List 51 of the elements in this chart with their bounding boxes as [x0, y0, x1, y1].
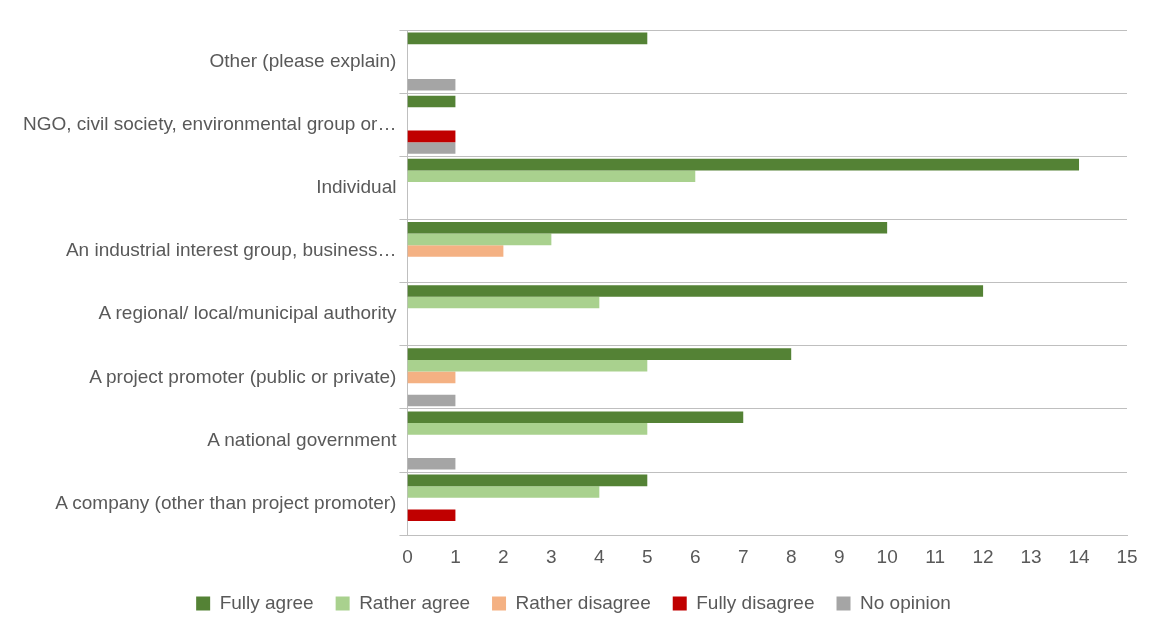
x-tick-label: 14 — [1068, 545, 1091, 567]
x-tick-label: 7 — [737, 545, 749, 567]
x-tick-label: 8 — [785, 545, 797, 567]
x-tick-label: 4 — [594, 545, 606, 567]
y-tick-label: A company (other than project promoter) — [55, 491, 397, 513]
legend-label: Fully disagree — [696, 591, 815, 613]
x-tick-label: 6 — [689, 545, 701, 567]
x-tick-label: 15 — [1116, 545, 1138, 567]
y-tick-label: A national government — [207, 428, 398, 450]
bar — [407, 79, 456, 91]
y-tick-label: A project promoter (public or private) — [89, 365, 397, 387]
x-tick-label: 10 — [876, 545, 898, 567]
bar — [407, 474, 648, 487]
x-tick-label: 3 — [546, 545, 557, 567]
bar — [407, 348, 792, 360]
bar — [407, 457, 456, 470]
bar — [407, 233, 552, 246]
bar — [407, 245, 504, 257]
bar — [407, 221, 888, 234]
y-tick-label: A regional/ local/municipal authority — [98, 302, 397, 324]
bar — [407, 394, 456, 407]
bar — [407, 158, 1080, 171]
x-tick-label: 9 — [833, 545, 845, 567]
bar — [407, 509, 456, 522]
bar — [407, 130, 456, 143]
bar — [407, 142, 456, 154]
legend-label: Rather agree — [359, 591, 471, 613]
x-tick-label: 1 — [450, 545, 461, 567]
x-tick-label: 0 — [402, 545, 413, 567]
bar — [407, 411, 744, 424]
bar — [407, 296, 600, 309]
x-tick-label: 11 — [925, 545, 945, 567]
bar — [407, 371, 456, 384]
y-tick-label: NGO, civil society, environmental group or… — [23, 112, 397, 134]
bar — [407, 95, 456, 108]
legend-label: No opinion — [860, 591, 951, 613]
x-tick-label: 5 — [642, 545, 653, 567]
x-tick-label: 13 — [1020, 545, 1042, 567]
bar — [407, 486, 600, 498]
x-tick-label: 2 — [498, 545, 509, 567]
bar — [407, 170, 696, 183]
bar — [407, 359, 648, 372]
bar — [407, 285, 984, 297]
y-tick-label: Other (please explain) — [209, 49, 397, 71]
legend-label: Rather disagree — [515, 591, 651, 613]
y-tick-label: An industrial interest group, business… — [65, 239, 397, 261]
bar — [407, 32, 648, 45]
y-tick-label: Individual — [316, 176, 397, 198]
x-tick-label: 12 — [972, 545, 994, 567]
legend-label: Fully agree — [219, 591, 314, 613]
bar — [407, 423, 648, 435]
